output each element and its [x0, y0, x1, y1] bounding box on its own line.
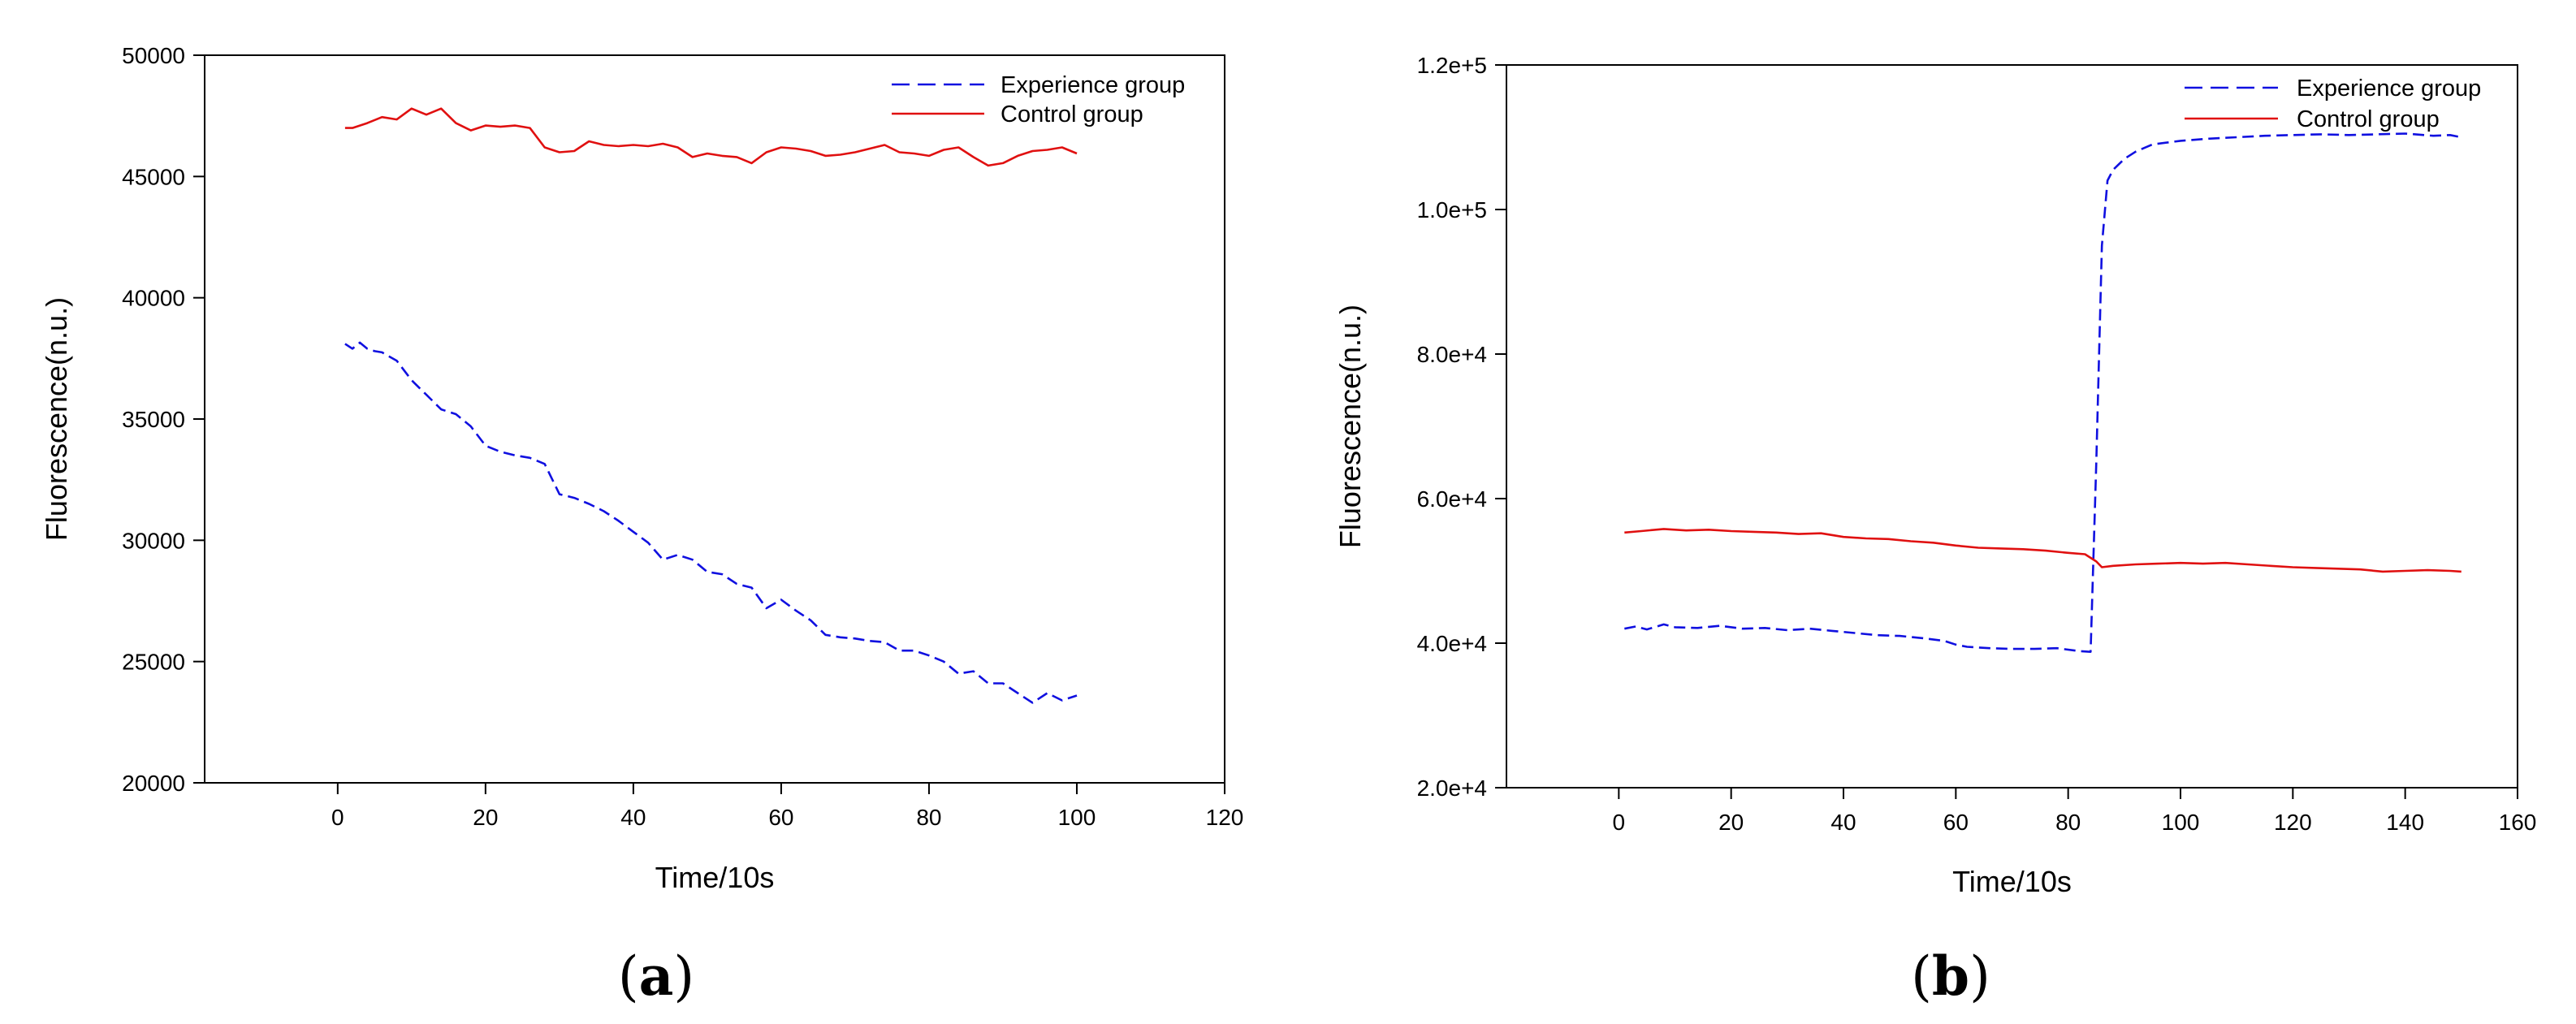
panel-label-letter: b	[1932, 944, 1969, 1008]
plot-frame	[1506, 64, 2518, 789]
panel-label-open-paren: (	[618, 945, 639, 1008]
y-tick-label: 8.0e+4	[1417, 342, 1487, 367]
x-tick-label: 20	[1718, 810, 1744, 835]
legend-label-experience-group: Experience group	[1001, 72, 1185, 98]
y-tick-label: 50000	[122, 43, 185, 68]
x-tick-label: 100	[1058, 805, 1096, 830]
series-line-control-group	[344, 107, 1078, 167]
legend-label-control-group: Control group	[2297, 106, 2440, 132]
x-tick-label: 40	[1830, 810, 1856, 835]
legend-label-control-group: Control group	[1001, 102, 1143, 127]
series-line-experience-group	[1624, 132, 2462, 654]
y-tick-label: 4.0e+4	[1417, 631, 1487, 656]
y-tick-label: 35000	[122, 407, 185, 432]
y-tick-label: 1.2e+5	[1417, 53, 1487, 78]
x-tick-label: 40	[620, 805, 646, 830]
panel-label: (a)	[618, 944, 694, 1008]
x-tick-label: 80	[916, 805, 941, 830]
x-tick-label: 120	[1206, 805, 1244, 830]
x-tick-label: 0	[1613, 810, 1626, 835]
series-line-experience-group	[344, 341, 1078, 704]
y-tick-label: 6.0e+4	[1417, 486, 1487, 512]
chart-panel-b: 0 20 40 60 80 100 120 140 160 2.0e+4 4.0e+4 6.0e+4 8…	[1333, 53, 2536, 1008]
x-tick-label: 20	[473, 805, 498, 830]
series-line-control-group	[1624, 528, 2461, 573]
y-tick-label: 2.0e+4	[1417, 776, 1487, 801]
x-tick-label: 60	[768, 805, 793, 830]
x-tick-label: 0	[331, 805, 344, 830]
panel-label-close-paren: )	[1969, 945, 1990, 1008]
plot-frame	[204, 54, 1225, 784]
x-axis-label: Time/10s	[655, 861, 775, 894]
y-tick-label: 25000	[122, 650, 185, 675]
chart-panel-a: 0 20 40 60 80 100 120 20000 25000 30000 35000 40000…	[40, 43, 1243, 1008]
panel-label-open-paren: (	[1911, 945, 1932, 1008]
x-tick-label: 80	[2055, 810, 2081, 835]
y-tick-label: 45000	[122, 164, 185, 189]
y-tick-label: 20000	[122, 771, 185, 796]
x-tick-label: 140	[2386, 810, 2424, 835]
x-tick-label: 60	[1943, 810, 1969, 835]
y-axis-label: Fluorescence(n.u.)	[1333, 305, 1367, 548]
panel-label-close-paren: )	[673, 945, 694, 1008]
legend-label-experience-group: Experience group	[2297, 76, 2481, 102]
panel-label: (b)	[1911, 944, 1990, 1008]
y-tick-label: 40000	[122, 286, 185, 311]
x-axis-label: Time/10s	[1952, 865, 2072, 898]
x-tick-label: 120	[2274, 810, 2312, 835]
x-tick-label: 160	[2499, 810, 2537, 835]
y-tick-label: 30000	[122, 528, 185, 553]
y-tick-label: 1.0e+5	[1417, 197, 1487, 223]
y-axis-label: Fluorescence(n.u.)	[40, 297, 73, 541]
panel-label-letter: a	[639, 944, 674, 1008]
x-tick-label: 100	[2162, 810, 2200, 835]
